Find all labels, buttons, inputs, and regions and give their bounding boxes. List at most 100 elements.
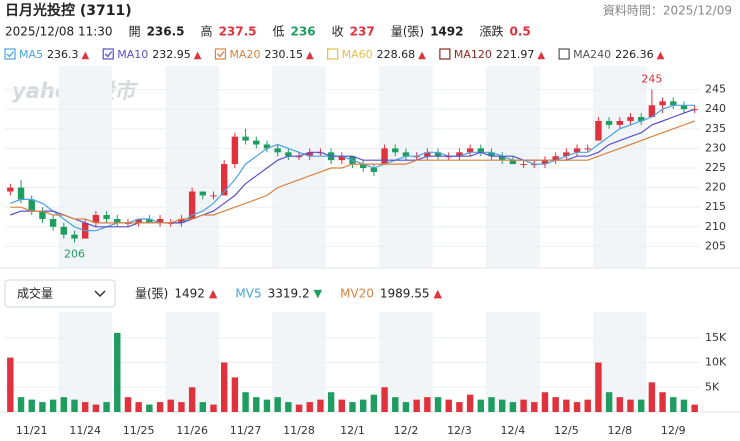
candle-body xyxy=(466,148,474,153)
candle-body xyxy=(199,191,207,196)
volume-bar xyxy=(306,402,313,412)
candle-body xyxy=(263,144,271,149)
quote-value: 236 xyxy=(291,25,316,39)
candle-body xyxy=(17,187,25,200)
legend-checkbox[interactable] xyxy=(439,48,451,60)
y-tick-label: 235 xyxy=(705,122,726,135)
legend-name: MA240 xyxy=(573,48,611,61)
volume-dropdown[interactable] xyxy=(4,279,116,308)
day-band xyxy=(593,312,647,412)
y-tick-label: 210 xyxy=(705,220,726,233)
volume-bar xyxy=(146,404,153,412)
volume-bar xyxy=(17,397,25,412)
legend-value: 228.68 xyxy=(377,48,416,61)
legend-checkbox[interactable] xyxy=(4,48,16,60)
volume-bar xyxy=(541,392,549,412)
volume-bar xyxy=(413,399,420,412)
volume-bar xyxy=(285,402,292,412)
y-tick-label: 240 xyxy=(705,102,726,115)
legend-checkbox[interactable] xyxy=(102,48,114,60)
y-tick-label: 205 xyxy=(705,239,726,252)
volume-bar xyxy=(231,377,239,412)
legend-arrow: ▲ xyxy=(82,50,90,61)
legend-checkbox[interactable] xyxy=(214,48,227,60)
candle-body xyxy=(605,120,613,125)
day-band xyxy=(272,66,326,268)
candle-body xyxy=(434,152,442,157)
volume-bar xyxy=(103,402,110,412)
volume-bar xyxy=(637,399,645,412)
day-band xyxy=(486,312,540,412)
legend-check xyxy=(104,51,113,58)
legend-check xyxy=(6,51,15,58)
legend-value: 230.15 xyxy=(264,48,303,61)
volume-bar xyxy=(49,399,57,412)
candle-body xyxy=(498,156,506,161)
x-tick-label: 11/24 xyxy=(69,424,101,437)
y-tick-label: 230 xyxy=(705,141,726,154)
legend-name: MA20 xyxy=(229,48,260,61)
candle-body xyxy=(7,187,14,192)
volume-bar xyxy=(242,392,249,412)
volume-bar xyxy=(680,399,688,412)
y-tick-label: 10K xyxy=(705,356,727,369)
candle-body xyxy=(509,160,517,165)
day-band xyxy=(486,66,540,268)
volume-legend-arrow: ▲ xyxy=(209,287,218,300)
candle-body xyxy=(381,148,388,165)
volume-bar xyxy=(220,362,228,412)
volume-bar xyxy=(477,399,485,412)
volume-legend-arrow: ▲ xyxy=(434,287,443,300)
volume-bar xyxy=(114,332,121,412)
volume-bar xyxy=(456,402,463,412)
volume-bar xyxy=(605,392,613,412)
candle-body xyxy=(573,148,581,153)
day-band xyxy=(58,312,112,412)
volume-bar xyxy=(327,392,335,412)
dropdown-label: 成交量 xyxy=(17,286,53,301)
volume-legend-name: 量(張) xyxy=(135,287,168,301)
volume-bar xyxy=(670,397,677,412)
volume-bar xyxy=(263,399,271,412)
quote-value: 1492 xyxy=(430,25,463,39)
volume-legend-value: 3319.2 xyxy=(268,287,310,301)
candle-body xyxy=(552,156,559,161)
candle-body xyxy=(424,152,431,157)
candle-body xyxy=(627,117,634,121)
legend-arrow: ▲ xyxy=(194,50,202,61)
candle-body xyxy=(680,105,688,110)
legend-checkbox[interactable] xyxy=(327,48,339,60)
y-tick-label: 15K xyxy=(705,331,727,344)
x-tick-label: 11/21 xyxy=(16,424,48,437)
candle-body xyxy=(103,215,110,219)
candle-body xyxy=(637,117,645,121)
volume-bar xyxy=(434,397,442,412)
volume-bar xyxy=(488,397,495,412)
volume-bar xyxy=(167,399,174,412)
candle-body xyxy=(338,156,346,161)
candle-body xyxy=(156,218,164,223)
y-tick-label: 245 xyxy=(705,83,726,96)
volume-bar xyxy=(573,402,581,412)
quote-value: 236.5 xyxy=(147,25,185,39)
volume-bar xyxy=(178,402,185,412)
volume-bar xyxy=(274,397,281,412)
volume-bar xyxy=(135,402,142,412)
volume-bar xyxy=(359,399,367,412)
candle-body xyxy=(456,152,463,157)
volume-bar xyxy=(317,399,324,412)
volume-bar xyxy=(338,399,346,412)
volume-bar xyxy=(552,397,559,412)
legend-arrow: ▲ xyxy=(537,50,545,61)
candle-body xyxy=(210,195,217,197)
legend-value: 226.36 xyxy=(615,48,654,61)
volume-bar xyxy=(253,397,260,412)
volume-bar xyxy=(81,402,89,412)
candle-body xyxy=(146,218,153,223)
quote-value: 237.5 xyxy=(219,25,257,39)
volume-bar xyxy=(7,357,14,412)
legend-checkbox[interactable] xyxy=(558,48,570,60)
quote-label: 開 xyxy=(129,25,141,39)
day-band xyxy=(165,66,219,268)
